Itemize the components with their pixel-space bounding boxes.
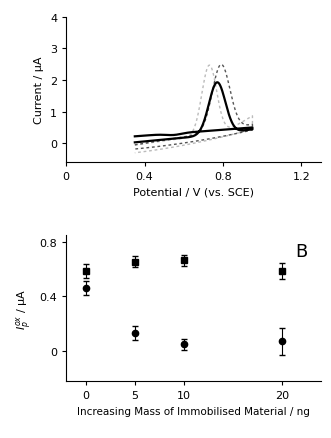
X-axis label: Increasing Mass of Immobilised Material / ng: Increasing Mass of Immobilised Material … [77, 406, 310, 416]
Text: B: B [296, 243, 308, 261]
X-axis label: Potential / V (vs. SCE): Potential / V (vs. SCE) [133, 187, 254, 198]
Y-axis label: Current / μA: Current / μA [34, 57, 44, 124]
Y-axis label: $I_p^{ox}$ / μA: $I_p^{ox}$ / μA [14, 288, 34, 329]
